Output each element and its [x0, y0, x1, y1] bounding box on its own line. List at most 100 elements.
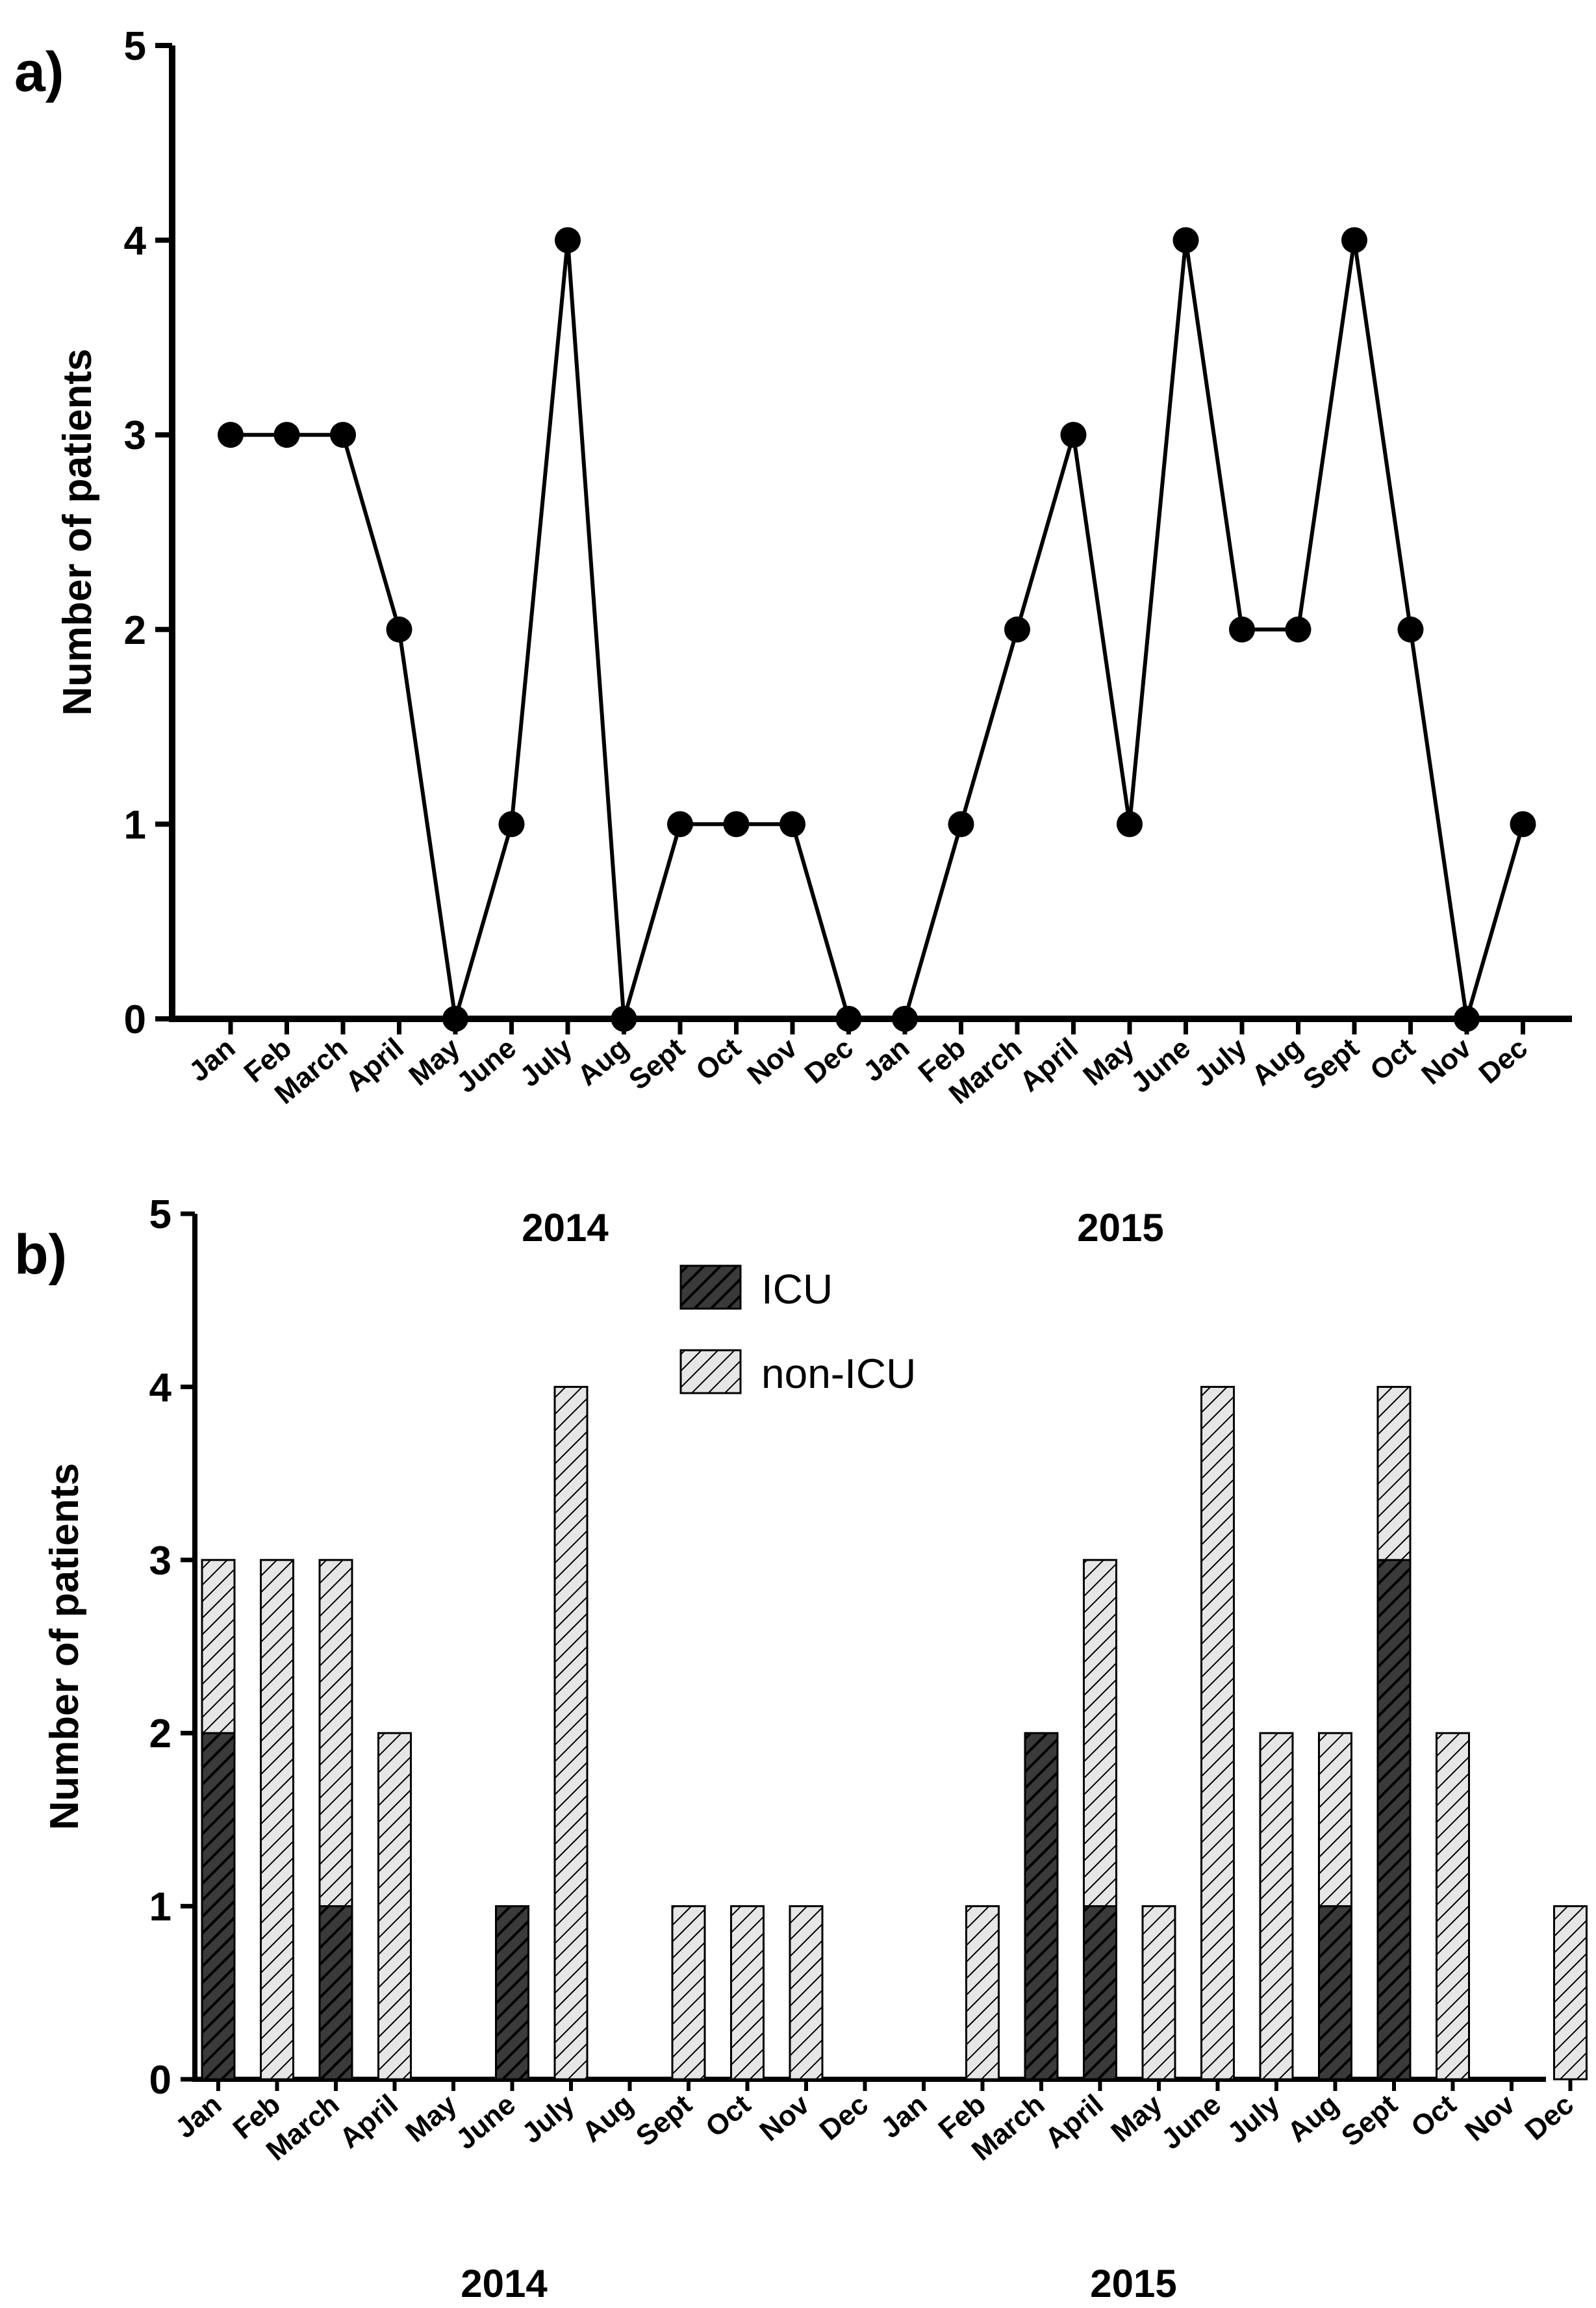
bar-non-icu [1553, 1905, 1588, 2081]
data-point [386, 616, 412, 643]
legend-swatch-icu [679, 1264, 742, 1310]
bar-non-icu [1436, 1732, 1470, 2081]
bar-non-icu [1083, 1559, 1117, 1908]
x-tick-label-a: June [1125, 1032, 1197, 1099]
x-tick-label-b: Sept [630, 2088, 698, 2153]
bar-icu [1318, 1905, 1352, 2081]
data-point [1117, 811, 1143, 838]
bar-non-icu [671, 1905, 706, 2081]
x-tick-label-b: June [1156, 2088, 1227, 2156]
data-point [1004, 616, 1030, 643]
x-tick-label-b: April [334, 2088, 404, 2155]
x-tick-label-b: Nov [754, 2088, 816, 2148]
data-point [1397, 616, 1424, 643]
bar-icu [1083, 1905, 1117, 2081]
bar-non-icu [1200, 1385, 1235, 2081]
x-tick-label-a: Jan [857, 1032, 916, 1088]
x-tick-label-b: Aug [576, 2088, 639, 2149]
x-tick-label-a: July [514, 1032, 578, 1093]
x-tick-label-b: May [1105, 2088, 1168, 2149]
data-point [948, 811, 974, 838]
bar-non-icu [260, 1559, 294, 2081]
x-tick-label-a: June [451, 1032, 522, 1099]
x-tick-label-b: Dec [1519, 2088, 1580, 2146]
y-tick-label-a: 0 [124, 997, 146, 1042]
x-tick-label-b: July [1221, 2088, 1286, 2149]
x-tick-label-a: Nov [1415, 1032, 1478, 1091]
bar-chart-panel-b: b) 0 1 2 3 4 5 Number of patients Jan FebMarch… [14, 1192, 1588, 2305]
bar-non-icu [1318, 1732, 1352, 1908]
x-tick-label-a: Nov [741, 1032, 804, 1091]
data-point [555, 227, 581, 253]
x-tick-label-a: July [1188, 1032, 1252, 1093]
data-point [1510, 811, 1536, 838]
bottom-year-label-2015: 2015 [1090, 2262, 1176, 2305]
y-tick-label-b: 2 [149, 1712, 171, 1756]
x-tick-label-b: July [516, 2088, 580, 2149]
x-tick-label-b: Sept [1336, 2088, 1404, 2153]
bar-icu [495, 1905, 529, 2081]
bar-non-icu [377, 1732, 412, 2081]
data-point [1285, 616, 1311, 643]
y-tick-label-b: 4 [149, 1365, 172, 1410]
data-point [1229, 616, 1255, 643]
x-tick-label-a: Dec [1473, 1032, 1534, 1090]
x-tick-label-b: Jan [170, 2088, 228, 2144]
panel-label-a: a) [14, 41, 64, 103]
y-tick-label-b: 3 [149, 1539, 171, 1584]
y-tick-label-b: 0 [149, 2058, 171, 2103]
bar-non-icu [965, 1905, 1000, 2081]
x-tick-label-b: Dec [814, 2088, 874, 2146]
x-tick-label-a: Sept [1297, 1032, 1365, 1096]
x-tick-label-a: Jan [183, 1032, 242, 1088]
axes-a [169, 45, 1572, 1022]
y-tick-label-a: 2 [124, 608, 146, 653]
x-tick-label-a: Oct [690, 1032, 747, 1087]
y-tick-label-a: 5 [124, 24, 146, 69]
bar-icu [318, 1905, 353, 2081]
x-tick-label-a: Oct [1364, 1032, 1421, 1087]
x-tick-label-b: June [450, 2088, 522, 2156]
bar-non-icu [1141, 1905, 1176, 2081]
bar-icu [201, 1732, 236, 2081]
y-axis-label-b: Number of patients [42, 1463, 87, 1830]
x-tick-label-b: April [1039, 2088, 1109, 2155]
data-point [723, 811, 750, 838]
top-year-label-2014: 2014 [522, 1206, 609, 1250]
data-point [779, 811, 805, 838]
panel-label-b: b) [14, 1224, 67, 1286]
x-tick-label-b: May [399, 2088, 462, 2149]
bar-non-icu [730, 1905, 765, 2081]
top-year-label-2015: 2015 [1077, 1206, 1163, 1250]
bar-non-icu [318, 1559, 353, 1908]
bar-icu [1376, 1559, 1412, 2081]
y-tick-label-a: 4 [124, 219, 147, 264]
data-point [667, 811, 693, 838]
x-tick-label-a: Aug [1246, 1032, 1309, 1092]
bar-icu [1024, 1732, 1059, 2081]
y-axis-label-a: Number of patients [55, 349, 100, 716]
x-tick-label-a: April [1014, 1032, 1084, 1098]
y-tick-label-a: 1 [124, 802, 146, 847]
legend-label-non-icu: non-ICU [761, 1350, 916, 1397]
legend-swatch-non-icu [679, 1349, 742, 1394]
data-point [273, 422, 300, 448]
bar-non-icu [789, 1905, 824, 2081]
x-tick-label-b: Oct [1405, 2088, 1462, 2144]
x-tick-label-b: Oct [700, 2088, 757, 2144]
y-ticks-b: 0 1 2 3 4 5 [149, 1192, 195, 2103]
series-line-a [218, 227, 1536, 1032]
bottom-year-label-2014: 2014 [461, 2262, 548, 2305]
series-line [231, 238, 1525, 1021]
x-tick-label-a: Aug [572, 1032, 635, 1092]
x-tick-label-a: Dec [799, 1032, 859, 1090]
legend-label-icu: ICU [761, 1266, 833, 1313]
y-tick-label-a: 3 [124, 413, 146, 458]
x-tick-label-b: Nov [1459, 2088, 1521, 2148]
data-point [1341, 227, 1367, 253]
bar-non-icu [1259, 1732, 1294, 2081]
bar-non-icu [201, 1559, 236, 1734]
data-point [330, 422, 356, 448]
